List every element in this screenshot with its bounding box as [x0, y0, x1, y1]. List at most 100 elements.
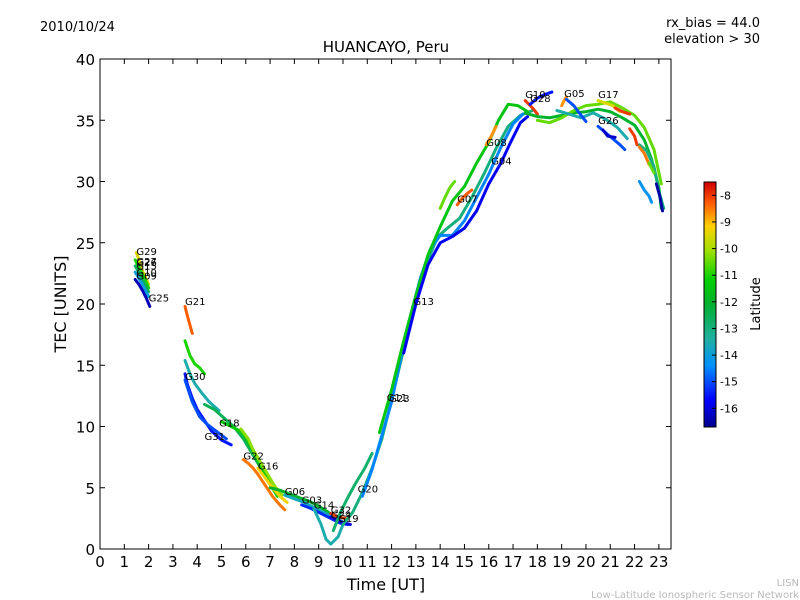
x-tick-label: 7 [265, 553, 275, 571]
series-early-G10 [133, 270, 151, 299]
satellite-label-g28: G28 [530, 94, 550, 105]
satellite-label-g24: G24 [331, 510, 351, 521]
credit-long: Low-Latitude Ionospheric Sensor Network [591, 590, 799, 600]
satellite-label-g19: G19 [338, 514, 358, 525]
satellite-label-g17: G17 [598, 90, 618, 101]
y-tick-label: 35 [76, 112, 95, 130]
series-G30c [183, 378, 228, 441]
series-late6 [628, 127, 639, 147]
satellite-label-g15: G15 [136, 262, 156, 273]
colorbar-ticks: -8 -9 -10 -11 -12 -13 -14 -15 -16 [712, 189, 738, 415]
rx-bias-label: rx_bias = 44.0 [666, 16, 760, 31]
satellite-label-g22: G22 [243, 452, 263, 463]
x-tick-label: 1 [120, 553, 130, 571]
satellite-label-g27: G27 [136, 257, 156, 268]
y-tick-label: 5 [85, 480, 95, 498]
credit-short: LISN [777, 578, 799, 589]
series-G06 [268, 486, 330, 514]
series-rise4 [402, 115, 530, 355]
x-axis-label: Time [UT] [346, 575, 425, 594]
satellite-label-g30: G30 [185, 372, 205, 383]
x-tick-label: 18 [528, 553, 547, 571]
x-tick-label: 14 [431, 553, 450, 571]
x-tick-label: 19 [552, 553, 571, 571]
series-early-G09 [133, 278, 152, 308]
satellite-label-g25: G25 [149, 294, 169, 305]
series-late4 [654, 182, 664, 213]
satellite-label-g08: G08 [486, 138, 506, 149]
series-rise3 [377, 102, 530, 435]
satellite-label-g26: G26 [136, 258, 156, 269]
y-tick-label: 30 [76, 174, 95, 192]
series-G16 [239, 427, 284, 497]
chart-title: HUANCAYO, Peru [323, 38, 449, 56]
x-tick-label: 9 [314, 553, 324, 571]
satellite-label-g23: G23 [389, 394, 409, 405]
y-axis: 0 5 10 15 20 25 30 35 40 [76, 51, 671, 559]
satellite-label-g18: G18 [219, 419, 239, 430]
series-late5 [647, 161, 656, 175]
date-label: 2010/10/24 [40, 20, 115, 35]
y-tick-label: 20 [76, 296, 95, 314]
colorbar-tick-label: -15 [720, 376, 738, 389]
x-tick-label: 8 [290, 553, 300, 571]
satellite-label-g29: G29 [136, 247, 156, 258]
series-G24 [329, 515, 352, 526]
series-day2 [535, 100, 663, 186]
x-tick-label: 4 [192, 553, 202, 571]
colorbar-tick-label: -13 [720, 322, 738, 335]
satellite-label-g16: G16 [258, 461, 278, 472]
series-rise1 [341, 109, 534, 526]
series-day3 [555, 109, 629, 141]
series-early-G27 [133, 258, 151, 290]
x-tick-label: 6 [241, 553, 251, 571]
x-tick-label: 12 [382, 553, 401, 571]
x-tick-label: 0 [95, 553, 105, 571]
x-tick-label: 10 [333, 553, 352, 571]
satellite-label-g04: G04 [491, 156, 511, 167]
satellite-label-g05: G05 [564, 89, 584, 100]
series-G07b [438, 180, 457, 210]
satellite-label-g10: G10 [525, 90, 545, 101]
colorbar [703, 181, 717, 428]
series-early-G15 [133, 264, 151, 294]
series-G20 [331, 451, 374, 533]
satellite-label-g09: G09 [136, 272, 156, 283]
series-rise2 [360, 112, 525, 498]
y-axis-label: TEC [UNITS] [51, 256, 70, 354]
satellite-label-g21: G21 [185, 297, 205, 308]
colorbar-tick-label: -11 [720, 269, 738, 282]
x-tick-label: 13 [406, 553, 425, 571]
colorbar-tick-label: -16 [720, 402, 738, 415]
series-G30b [183, 358, 221, 413]
series-G18 [203, 402, 267, 477]
y-tick-label: 40 [76, 51, 95, 69]
colorbar-tick-label: -10 [720, 243, 738, 256]
satellite-label-g26: G26 [598, 116, 618, 127]
satellite-label-g07: G07 [457, 194, 477, 205]
x-tick-label: 5 [217, 553, 227, 571]
colorbar-label: Latitude [749, 277, 764, 331]
series-G26b [601, 128, 617, 139]
satellite-label-g14: G14 [314, 501, 334, 512]
y-tick-label: 10 [76, 419, 95, 437]
x-tick-label: 3 [168, 553, 178, 571]
series-late3 [637, 180, 654, 204]
series-G28 [528, 90, 554, 106]
x-tick-label: 23 [649, 553, 668, 571]
series-G19 [312, 507, 345, 546]
x-tick-label: 21 [601, 553, 620, 571]
x-axis: 0 1 2 3 4 5 6 7 8 9 10 11 12 13 14 15 16 17 18 19 20 21 22 23 [95, 59, 668, 571]
series-G07 [455, 188, 474, 207]
x-tick-label: 17 [504, 553, 523, 571]
colorbar-tick-label: -12 [720, 296, 738, 309]
x-tick-label: 20 [576, 553, 595, 571]
satellite-label-g31: G31 [205, 432, 225, 443]
series-G30a [183, 339, 206, 376]
colorbar-tick-label: -14 [720, 349, 738, 362]
colorbar-tick-label: -9 [720, 216, 731, 229]
satellite-label-g20: G20 [358, 485, 378, 496]
satellite-label-g06: G06 [285, 487, 305, 498]
